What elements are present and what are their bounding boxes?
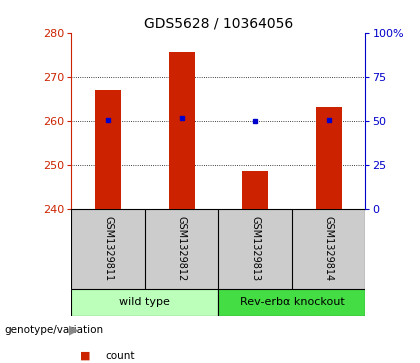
Title: GDS5628 / 10364056: GDS5628 / 10364056 xyxy=(144,16,293,30)
Bar xyxy=(316,107,341,209)
Text: GSM1329813: GSM1329813 xyxy=(250,216,260,281)
Bar xyxy=(95,90,121,209)
Text: GSM1329812: GSM1329812 xyxy=(177,216,186,281)
Text: Rev-erbα knockout: Rev-erbα knockout xyxy=(239,297,344,307)
Bar xyxy=(71,289,218,316)
Text: GSM1329811: GSM1329811 xyxy=(103,216,113,281)
Text: count: count xyxy=(105,351,134,361)
Text: GSM1329814: GSM1329814 xyxy=(324,216,333,281)
Bar xyxy=(169,53,194,209)
Text: ▶: ▶ xyxy=(69,324,79,337)
Text: genotype/variation: genotype/variation xyxy=(4,325,103,335)
Text: wild type: wild type xyxy=(119,297,171,307)
Text: ■: ■ xyxy=(80,351,90,361)
Bar xyxy=(242,171,268,209)
Bar xyxy=(218,289,365,316)
